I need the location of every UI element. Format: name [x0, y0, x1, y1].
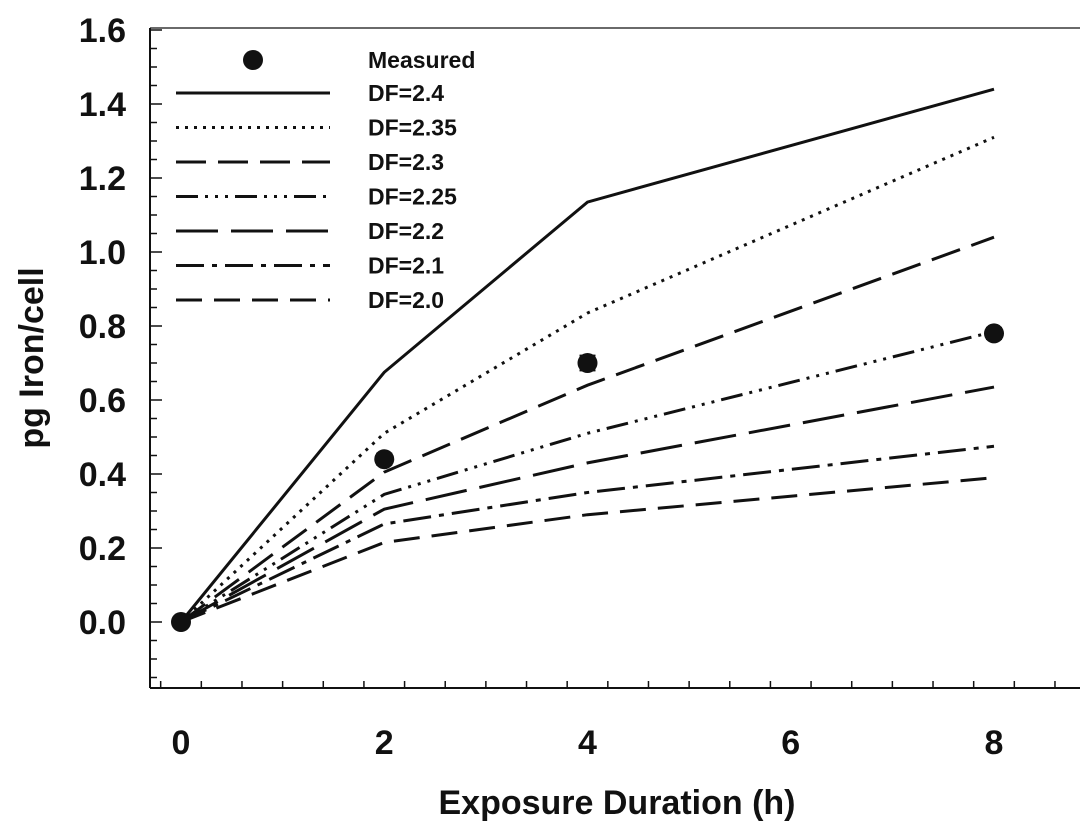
y-axis-title: pg Iron/cell: [13, 267, 51, 448]
legend-measured-marker: [243, 50, 263, 70]
measured-points: [171, 323, 1004, 632]
series-line-7: [180, 476, 995, 624]
measured-point: [984, 323, 1004, 344]
x-tick-label: 0: [172, 724, 191, 762]
x-tick-label: 8: [985, 724, 1004, 762]
legend-label: Measured: [368, 47, 475, 73]
legend-label: DF=2.1: [368, 253, 444, 279]
y-tick-label: 1.2: [79, 160, 126, 198]
y-tick-label: 1.6: [79, 12, 126, 50]
y-tick-label: 0.0: [79, 604, 126, 642]
measured-point: [171, 612, 191, 632]
legend-label: DF=2.0: [368, 287, 444, 313]
series-lines: [179, 87, 995, 624]
y-tick-label: 0.4: [79, 456, 126, 494]
y-tick-label: 1.4: [79, 86, 126, 124]
legend: Measured DF=2.4 DF=2.35 DF=2.3 DF=2.25 DF=2.2…: [176, 47, 475, 313]
series-line-1: [179, 87, 995, 623]
legend-label: DF=2.4: [368, 80, 444, 106]
x-ticks: 0 2 4 6 8: [159, 681, 1056, 762]
legend-label: DF=2.3: [368, 149, 444, 175]
measured-point: [374, 449, 395, 470]
x-axis-title: Exposure Duration (h): [438, 784, 795, 822]
legend-label: DF=2.35: [368, 115, 457, 141]
series-line-2: [179, 135, 995, 624]
y-ticks: 0.0 0.2 0.4 0.6 0.8 1.0 1.2 1.4 1.6: [79, 12, 162, 679]
axes: [149, 27, 1080, 689]
measured-point: [577, 353, 598, 373]
series-line-6: [180, 444, 995, 624]
x-tick-label: 4: [578, 724, 597, 762]
y-tick-label: 0.8: [79, 308, 126, 346]
x-tick-label: 6: [781, 724, 800, 762]
legend-label: DF=2.25: [368, 184, 457, 210]
y-tick-label: 0.6: [79, 382, 126, 420]
series-line-5: [180, 385, 995, 624]
x-tick-label: 2: [375, 724, 394, 762]
legend-label: DF=2.2: [368, 218, 444, 244]
y-tick-label: 0.2: [79, 530, 126, 568]
series-line-4: [180, 330, 995, 624]
series-line-3: [180, 235, 995, 624]
y-tick-label: 1.0: [79, 234, 126, 272]
